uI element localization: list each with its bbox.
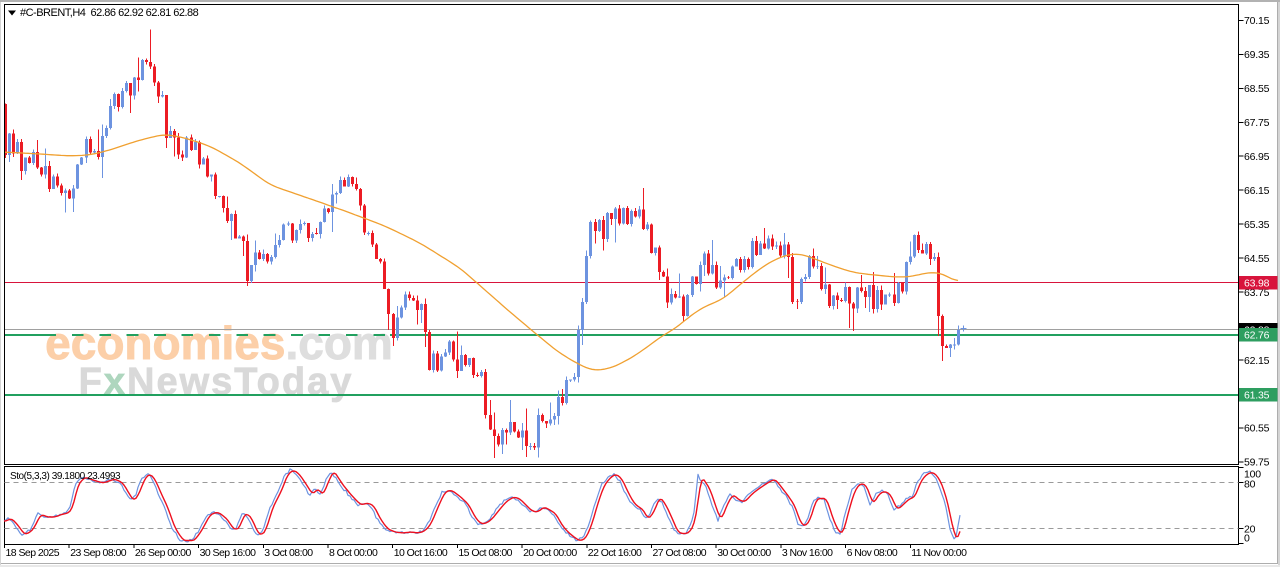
svg-text:62.76: 62.76 — [1244, 329, 1270, 341]
svg-text:3 Oct 08:00: 3 Oct 08:00 — [264, 547, 313, 559]
svg-text:22 Oct 16:00: 22 Oct 16:00 — [588, 547, 642, 559]
svg-text:69.35: 69.35 — [1244, 49, 1270, 61]
svg-text:20: 20 — [1244, 523, 1256, 535]
svg-text:27 Oct 08:00: 27 Oct 08:00 — [653, 547, 707, 559]
svg-text:economies.com: economies.com — [45, 317, 393, 369]
svg-text:#C-BRENT,H4 62.86 62.92 62.81: #C-BRENT,H4 62.86 62.92 62.81 62.88 — [20, 7, 199, 19]
svg-text:30 Oct 00:00: 30 Oct 00:00 — [717, 547, 771, 559]
svg-text:18 Sep 2025: 18 Sep 2025 — [6, 547, 60, 559]
svg-text:68.55: 68.55 — [1244, 83, 1270, 95]
svg-text:60.55: 60.55 — [1244, 423, 1270, 435]
svg-text:66.15: 66.15 — [1244, 185, 1270, 197]
svg-text:Sto(5,3,3) 39.1800 23.4993: Sto(5,3,3) 39.1800 23.4993 — [10, 471, 121, 482]
svg-text:6 Nov 08:00: 6 Nov 08:00 — [847, 547, 898, 559]
svg-text:23 Sep 08:00: 23 Sep 08:00 — [70, 547, 127, 559]
svg-text:10 Oct 16:00: 10 Oct 16:00 — [394, 547, 448, 559]
svg-text:11 Nov 00:00: 11 Nov 00:00 — [911, 547, 967, 559]
svg-text:63.75: 63.75 — [1244, 287, 1270, 299]
svg-text:63.98: 63.98 — [1244, 277, 1270, 289]
svg-text:64.55: 64.55 — [1244, 253, 1270, 265]
svg-text:15 Oct 08:00: 15 Oct 08:00 — [458, 547, 512, 559]
svg-text:65.35: 65.35 — [1244, 219, 1270, 231]
svg-text:30 Sep 16:00: 30 Sep 16:00 — [200, 547, 257, 559]
svg-text:70.15: 70.15 — [1244, 15, 1270, 27]
svg-text:62.15: 62.15 — [1244, 355, 1270, 367]
svg-text:67.75: 67.75 — [1244, 117, 1270, 129]
svg-text:66.95: 66.95 — [1244, 151, 1270, 163]
svg-text:26 Sep 00:00: 26 Sep 00:00 — [135, 547, 192, 559]
svg-text:59.75: 59.75 — [1244, 457, 1270, 469]
svg-text:20 Oct 00:00: 20 Oct 00:00 — [523, 547, 577, 559]
svg-text:3 Nov 16:00: 3 Nov 16:00 — [782, 547, 833, 559]
svg-text:100: 100 — [1244, 468, 1261, 480]
svg-text:61.35: 61.35 — [1244, 389, 1270, 401]
svg-text:8 Oct 00:00: 8 Oct 00:00 — [329, 547, 378, 559]
svg-text:0: 0 — [1244, 532, 1250, 544]
svg-text:80: 80 — [1244, 478, 1256, 490]
svg-text:FxNewsToday: FxNewsToday — [79, 361, 354, 403]
